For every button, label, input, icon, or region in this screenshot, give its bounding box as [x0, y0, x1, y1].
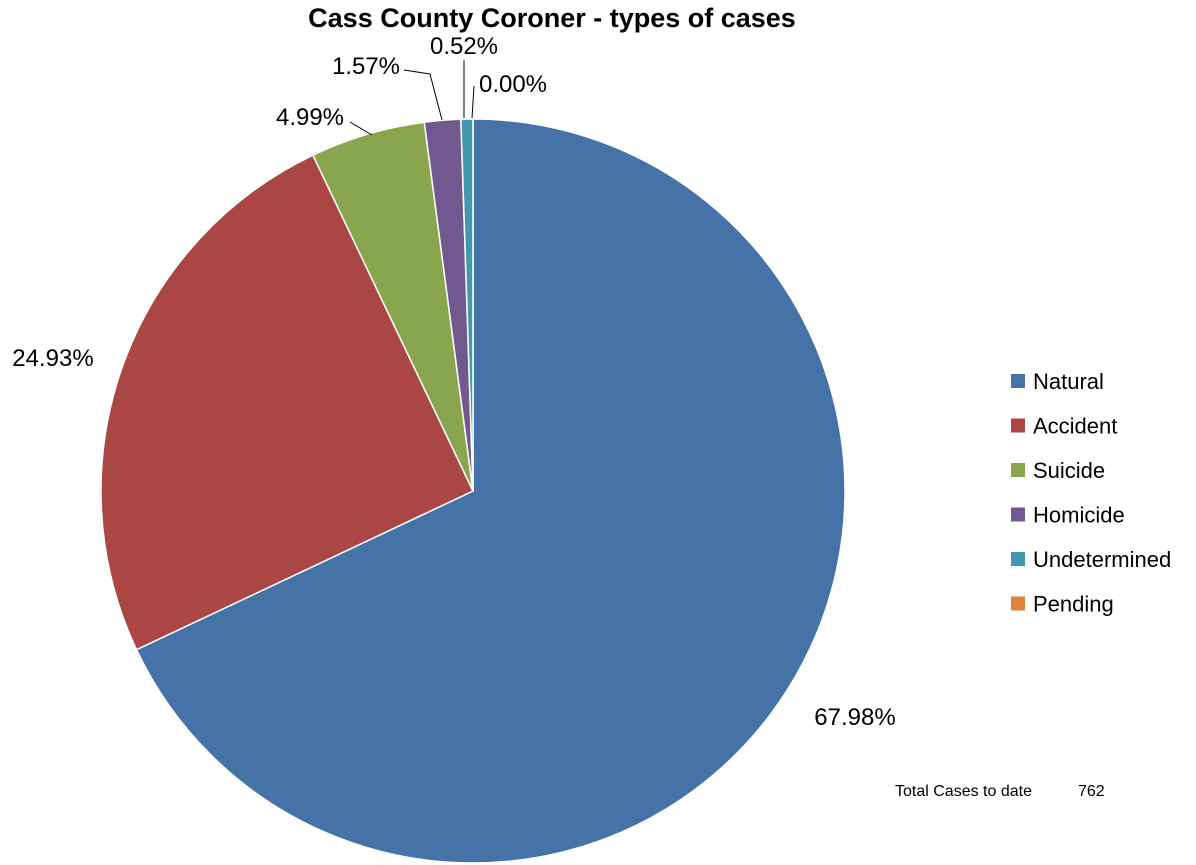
total-cases-label: Total Cases to date — [895, 783, 1032, 800]
data-label-accident: 24.93% — [12, 345, 93, 372]
leader-line-pending — [471, 85, 475, 119]
pie-slice-accident — [100, 154, 475, 651]
legend-swatch-accident — [1011, 418, 1025, 433]
legend-swatch-suicide — [1011, 463, 1025, 477]
legend-swatch-pending — [1011, 596, 1025, 611]
legend-swatch-homicide — [1011, 507, 1025, 522]
legend-label-natural: Natural — [1033, 369, 1104, 394]
data-label-natural: 67.98% — [814, 704, 895, 731]
total-cases: Total Cases to date 762 — [895, 783, 1105, 800]
legend-swatch-undetermined — [1011, 552, 1025, 566]
pie-slice-undetermined — [460, 118, 474, 492]
leader-line-homicide — [403, 69, 443, 121]
legend-label-pending: Pending — [1033, 592, 1114, 617]
legend-label-accident: Accident — [1033, 414, 1117, 439]
data-label-undetermined: 0.52% — [430, 33, 498, 60]
legend-label-undetermined: Undetermined — [1033, 547, 1171, 572]
data-label-suicide: 4.99% — [276, 104, 344, 131]
pie-slice-natural — [135, 118, 846, 864]
chart-title: Cass County Coroner - types of cases — [308, 3, 796, 33]
data-label-pending: 0.00% — [479, 71, 547, 98]
total-cases-value: 762 — [1078, 783, 1105, 800]
slice-percent-labels: 67.98% 24.93% 4.99% 1.57% 0.52% 0.00% — [12, 33, 895, 731]
leader-line-suicide — [349, 121, 373, 136]
legend-label-homicide: Homicide — [1033, 503, 1125, 528]
chart-legend: Natural Accident Suicide Homicide Undetermin… — [1011, 369, 1171, 617]
label-leader-lines — [349, 60, 475, 136]
legend-label-suicide: Suicide — [1033, 458, 1105, 483]
legend-swatch-natural — [1011, 374, 1025, 388]
pie-slices — [100, 118, 846, 864]
data-label-homicide: 1.57% — [332, 53, 400, 80]
